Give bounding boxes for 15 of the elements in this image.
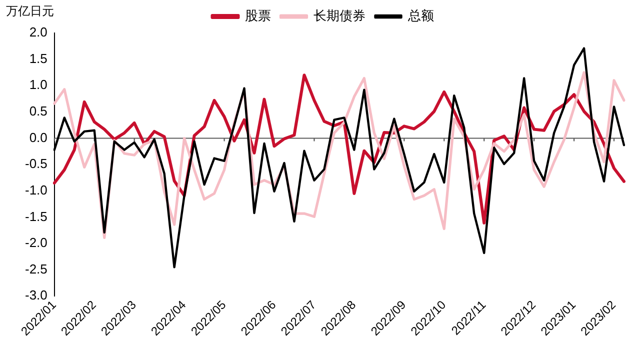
y-tick-label: -1.5: [24, 208, 48, 224]
y-tick-label: 2.0: [29, 24, 48, 40]
y-tick-label: -2.0: [24, 235, 48, 250]
y-tick-label: 1.5: [29, 50, 48, 66]
y-tick-label: -2.5: [24, 261, 48, 276]
y-tick-label: -1.0: [24, 182, 48, 198]
legend-label: 长期债券: [313, 8, 366, 24]
y-tick-label: 1.0: [29, 77, 48, 92]
y-tick-label: -0.5: [24, 156, 48, 172]
legend-label: 总额: [406, 8, 434, 24]
y-tick-label: -3.0: [24, 288, 48, 303]
y-tick-label: 0.5: [29, 104, 48, 119]
y-tick-label: 0.0: [29, 130, 48, 145]
legend-label: 股票: [244, 8, 271, 24]
y-axis-title: 万亿日元: [6, 4, 54, 18]
